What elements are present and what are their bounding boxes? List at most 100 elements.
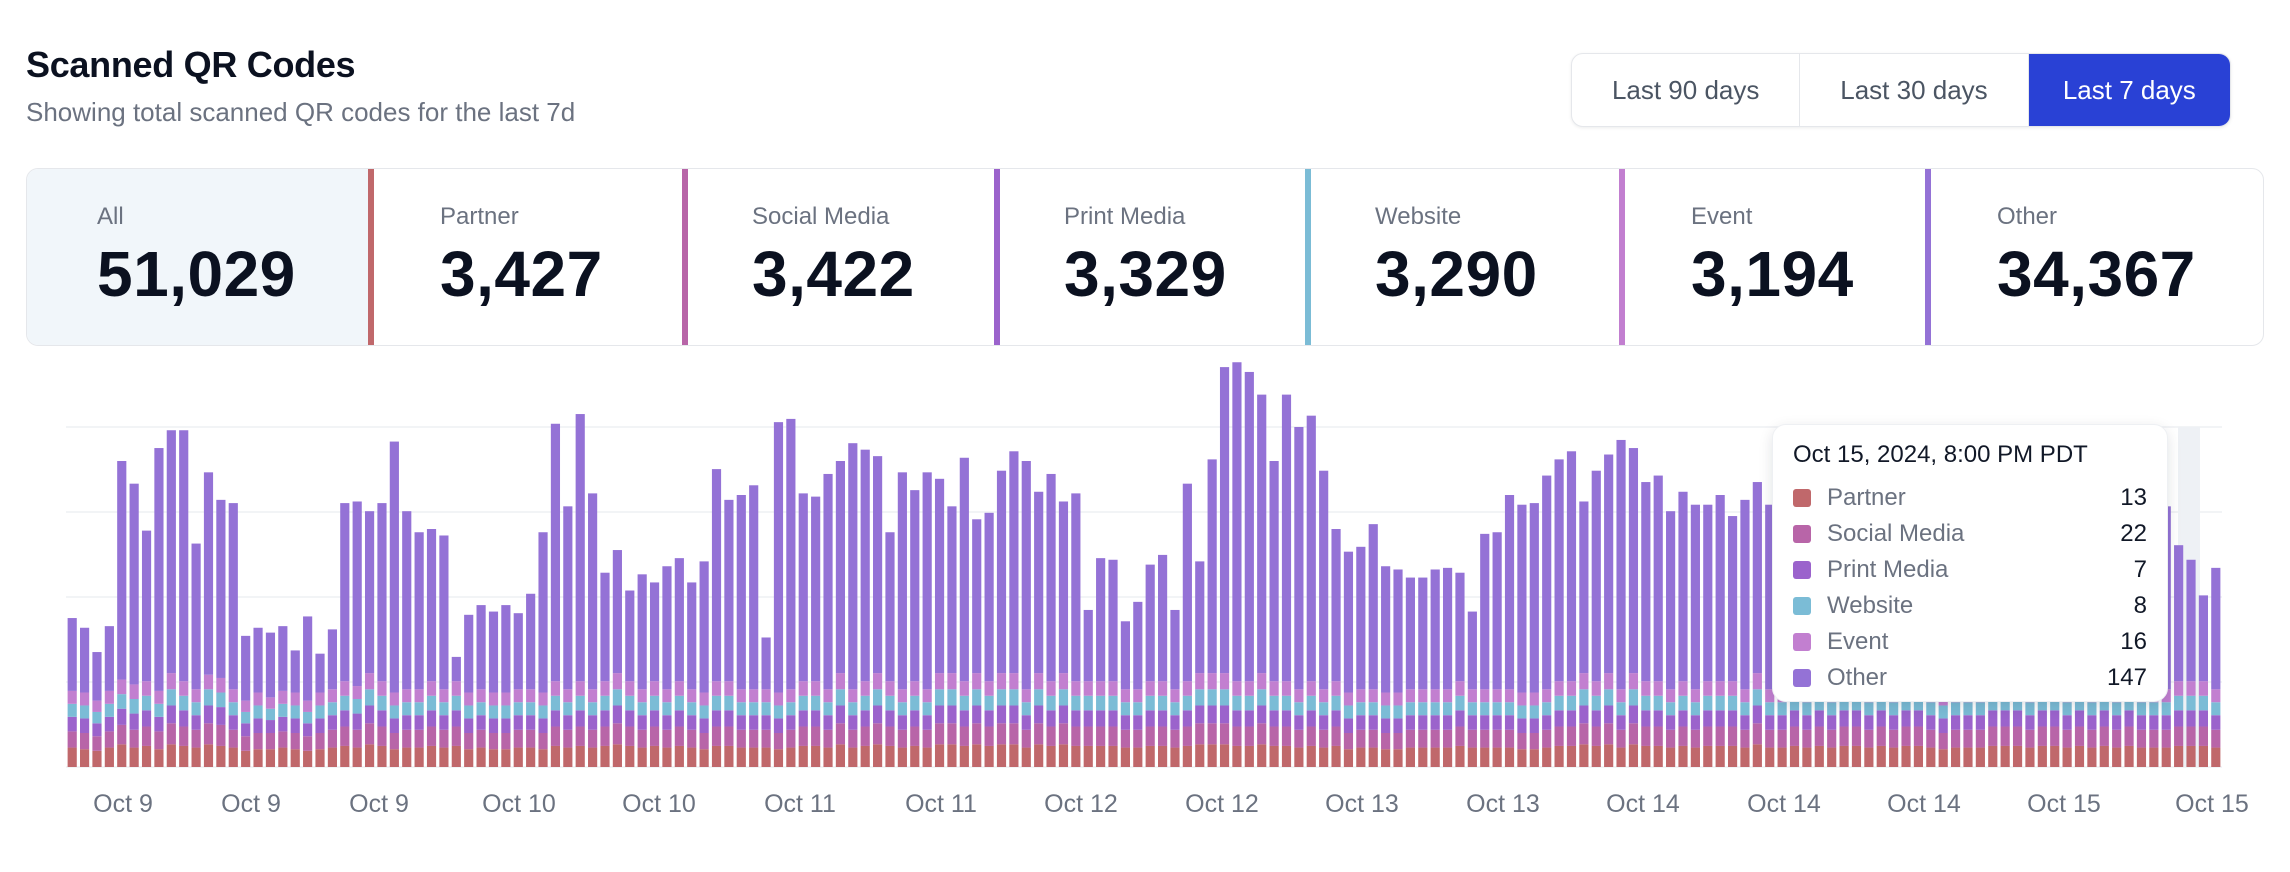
bar-segment-social-media[interactable] — [835, 723, 846, 745]
bar-segment-other[interactable] — [1331, 529, 1341, 682]
bar-segment-print-media[interactable] — [1975, 715, 1985, 730]
bar-segment-print-media[interactable] — [1517, 718, 1527, 733]
range-30-days-button[interactable]: Last 30 days — [1800, 54, 2029, 126]
bar-segment-website[interactable] — [1789, 695, 1800, 711]
bar-segment-social-media[interactable] — [1938, 733, 1948, 750]
bar-segment-social-media[interactable] — [352, 729, 362, 748]
bar-segment-social-media[interactable] — [426, 726, 437, 746]
bar-segment-print-media[interactable] — [996, 705, 1007, 724]
bar-segment-other[interactable] — [1207, 459, 1217, 674]
bar-segment-event[interactable] — [1170, 689, 1180, 703]
bar-segment-website[interactable] — [1381, 705, 1391, 719]
bar-segment-print-media[interactable] — [1467, 715, 1477, 730]
bar-segment-partner[interactable] — [1988, 745, 1998, 767]
bar-segment-event[interactable] — [1765, 689, 1775, 703]
bar-segment-print-media[interactable] — [1120, 715, 1130, 730]
bar-segment-social-media[interactable] — [1319, 729, 1329, 748]
bar-segment-website[interactable] — [340, 695, 350, 711]
bar-segment-event[interactable] — [1529, 692, 1539, 706]
bar-segment-event[interactable] — [1356, 689, 1366, 703]
bar-segment-print-media[interactable] — [377, 710, 387, 727]
bar-segment-event[interactable] — [439, 689, 449, 703]
bar-segment-print-media[interactable] — [352, 713, 362, 730]
bar-segment-social-media[interactable] — [1926, 729, 1936, 748]
category-card-all[interactable]: All 51,029 — [27, 169, 368, 345]
bar-segment-website[interactable] — [749, 702, 759, 716]
bar-segment-other[interactable] — [1418, 577, 1428, 690]
bar-segment-print-media[interactable] — [1653, 710, 1663, 727]
bar-segment-social-media[interactable] — [1641, 726, 1651, 746]
bar-segment-social-media[interactable] — [1021, 729, 1031, 748]
bar-segment-print-media[interactable] — [1752, 705, 1762, 724]
bar-segment-website[interactable] — [1083, 695, 1093, 711]
bar-segment-partner[interactable] — [662, 747, 672, 767]
bar-segment-social-media[interactable] — [1628, 723, 1639, 745]
bar-segment-website[interactable] — [1071, 695, 1081, 711]
bar-segment-website[interactable] — [1257, 689, 1267, 706]
bar-segment-social-media[interactable] — [526, 729, 536, 748]
bar-segment-print-media[interactable] — [1219, 705, 1230, 724]
bar-segment-social-media[interactable] — [1034, 723, 1044, 745]
bar-segment-event[interactable] — [1752, 673, 1762, 690]
bar-segment-social-media[interactable] — [897, 729, 907, 748]
bar-segment-print-media[interactable] — [798, 710, 808, 727]
bar-segment-other[interactable] — [166, 430, 176, 674]
bar-segment-event[interactable] — [600, 681, 610, 696]
bar-segment-website[interactable] — [674, 695, 684, 711]
bar-segment-print-media[interactable] — [1604, 705, 1614, 724]
bar-segment-other[interactable] — [550, 423, 561, 682]
bar-segment-partner[interactable] — [1938, 749, 1948, 767]
bar-segment-print-media[interactable] — [1963, 715, 1973, 730]
bar-segment-other[interactable] — [1195, 561, 1205, 674]
bar-segment-partner[interactable] — [699, 749, 709, 767]
bar-segment-other[interactable] — [1021, 461, 1031, 690]
bar-segment-partner[interactable] — [241, 750, 251, 767]
bar-segment-other[interactable] — [773, 422, 784, 693]
bar-segment-website[interactable] — [1666, 702, 1676, 716]
bar-segment-partner[interactable] — [1678, 745, 1688, 767]
bar-segment-print-media[interactable] — [1566, 710, 1577, 727]
bar-segment-other[interactable] — [724, 499, 734, 682]
bar-segment-social-media[interactable] — [216, 724, 226, 746]
bar-segment-partner[interactable] — [848, 747, 858, 767]
bar-segment-event[interactable] — [2198, 681, 2208, 696]
bar-segment-print-media[interactable] — [2099, 710, 2109, 727]
bar-segment-partner[interactable] — [2037, 745, 2047, 767]
bar-segment-print-media[interactable] — [129, 713, 139, 730]
bar-segment-social-media[interactable] — [1492, 729, 1502, 748]
bar-segment-website[interactable] — [327, 702, 337, 716]
bar-segment-event[interactable] — [1096, 681, 1106, 696]
bar-segment-print-media[interactable] — [166, 705, 176, 724]
bar-segment-other[interactable] — [1715, 495, 1725, 682]
bar-segment-partner[interactable] — [1120, 747, 1130, 767]
bar-segment-social-media[interactable] — [464, 733, 474, 750]
bar-segment-website[interactable] — [1405, 702, 1415, 716]
bar-segment-website[interactable] — [1418, 702, 1428, 716]
bar-segment-social-media[interactable] — [1381, 733, 1391, 750]
bar-segment-partner[interactable] — [786, 747, 796, 767]
bar-segment-social-media[interactable] — [674, 726, 684, 746]
bar-segment-other[interactable] — [179, 430, 189, 682]
bar-segment-print-media[interactable] — [773, 718, 784, 733]
bar-segment-print-media[interactable] — [1306, 710, 1316, 727]
bar-segment-website[interactable] — [811, 695, 821, 711]
bar-segment-website[interactable] — [1889, 702, 1899, 716]
bar-segment-other[interactable] — [1368, 524, 1378, 690]
bar-segment-partner[interactable] — [303, 750, 313, 767]
bar-segment-partner[interactable] — [922, 747, 932, 767]
bar-segment-partner[interactable] — [1616, 747, 1626, 767]
bar-segment-print-media[interactable] — [402, 715, 412, 730]
bar-segment-social-media[interactable] — [1678, 726, 1688, 746]
bar-segment-other[interactable] — [501, 605, 511, 693]
bar-segment-event[interactable] — [662, 689, 672, 703]
bar-segment-event[interactable] — [303, 700, 313, 712]
bar-segment-other[interactable] — [1083, 609, 1093, 682]
bar-segment-website[interactable] — [1715, 695, 1725, 711]
bar-segment-event[interactable] — [166, 673, 176, 690]
bar-segment-website[interactable] — [1851, 695, 1862, 711]
bar-segment-other[interactable] — [873, 456, 883, 674]
bar-segment-event[interactable] — [934, 673, 945, 690]
bar-segment-print-media[interactable] — [1715, 710, 1725, 727]
bar-segment-partner[interactable] — [2198, 745, 2208, 767]
bar-segment-other[interactable] — [117, 461, 127, 680]
